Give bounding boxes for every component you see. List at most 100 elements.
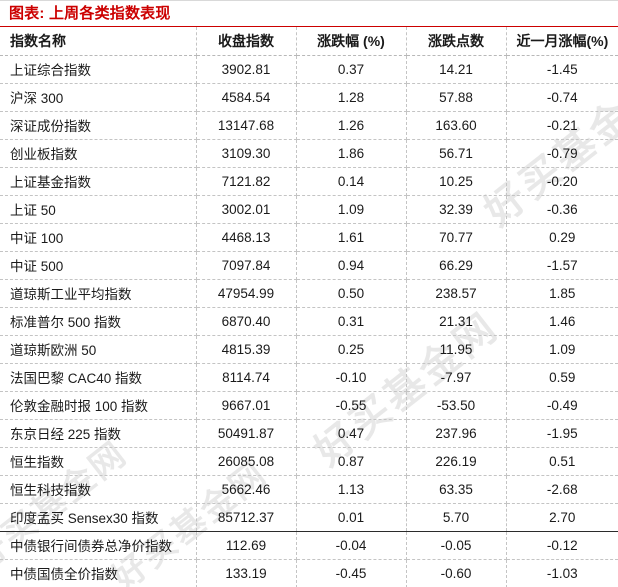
cell-close: 4815.39 [196, 335, 297, 364]
cell-change-pct: 0.01 [296, 503, 407, 532]
cell-month-pct: 0.51 [506, 447, 618, 476]
table-row[interactable]: 中证 100 4468.13 1.61 70.77 0.29 [0, 223, 618, 252]
cell-close: 8114.74 [196, 363, 297, 392]
cell-change-pts: 56.71 [406, 139, 507, 168]
table-row[interactable]: 沪深 300 4584.54 1.28 57.88 -0.74 [0, 83, 618, 112]
cell-index-name: 印度孟买 Sensex30 指数 [0, 503, 197, 532]
cell-index-name: 中债国债全价指数 [0, 559, 197, 587]
cell-index-name: 东京日经 225 指数 [0, 419, 197, 448]
cell-month-pct: -1.45 [506, 55, 618, 84]
table-row[interactable]: 中债银行间债券总净价指数 112.69 -0.04 -0.05 -0.12 [0, 530, 618, 560]
cell-change-pts: 237.96 [406, 419, 507, 448]
cell-change-pct: 0.47 [296, 419, 407, 448]
cell-month-pct: 2.70 [506, 503, 618, 532]
cell-change-pct: 0.14 [296, 167, 407, 196]
cell-change-pct: 0.37 [296, 55, 407, 84]
cell-change-pct: 0.31 [296, 307, 407, 336]
cell-change-pct: 0.94 [296, 251, 407, 280]
header-row: 指数名称 收盘指数 涨跌幅 (%) 涨跌点数 近一月涨幅(%) [0, 27, 618, 56]
cell-month-pct: 1.85 [506, 279, 618, 308]
cell-index-name: 恒生科技指数 [0, 475, 197, 504]
table-row[interactable]: 上证综合指数 3902.81 0.37 14.21 -1.45 [0, 55, 618, 84]
cell-change-pct: 1.26 [296, 111, 407, 140]
table-row[interactable]: 印度孟买 Sensex30 指数 85712.37 0.01 5.70 2.70 [0, 503, 618, 532]
table-header: 指数名称 收盘指数 涨跌幅 (%) 涨跌点数 近一月涨幅(%) [0, 27, 618, 56]
cell-close: 26085.08 [196, 447, 297, 476]
cell-month-pct: 1.09 [506, 335, 618, 364]
cell-month-pct: -1.57 [506, 251, 618, 280]
cell-month-pct: -0.79 [506, 139, 618, 168]
cell-month-pct: -0.20 [506, 167, 618, 196]
cell-index-name: 沪深 300 [0, 83, 197, 112]
table-row[interactable]: 上证基金指数 7121.82 0.14 10.25 -0.20 [0, 167, 618, 196]
cell-change-pts: 163.60 [406, 111, 507, 140]
table-row[interactable]: 伦敦金融时报 100 指数 9667.01 -0.55 -53.50 -0.49 [0, 391, 618, 420]
table-row[interactable]: 上证 50 3002.01 1.09 32.39 -0.36 [0, 195, 618, 224]
table-row[interactable]: 法国巴黎 CAC40 指数 8114.74 -0.10 -7.97 0.59 [0, 363, 618, 392]
cell-change-pts: 226.19 [406, 447, 507, 476]
chart-title: 图表: 上周各类指数表现 [0, 1, 618, 27]
cell-close: 47954.99 [196, 279, 297, 308]
cell-close: 50491.87 [196, 419, 297, 448]
cell-month-pct: -0.74 [506, 83, 618, 112]
cell-month-pct: 0.59 [506, 363, 618, 392]
cell-month-pct: -1.03 [506, 559, 618, 587]
cell-change-pct: -0.45 [296, 559, 407, 587]
cell-close: 6870.40 [196, 307, 297, 336]
cell-month-pct: 0.29 [506, 223, 618, 252]
cell-change-pct: 0.87 [296, 447, 407, 476]
column-header-change-pts: 涨跌点数 [406, 27, 507, 56]
cell-change-pts: -0.05 [406, 530, 507, 560]
cell-change-pts: 238.57 [406, 279, 507, 308]
table-row[interactable]: 恒生指数 26085.08 0.87 226.19 0.51 [0, 447, 618, 476]
cell-change-pts: -7.97 [406, 363, 507, 392]
table-row[interactable]: 道琼斯工业平均指数 47954.99 0.50 238.57 1.85 [0, 279, 618, 308]
cell-change-pct: 0.25 [296, 335, 407, 364]
column-header-index-name: 指数名称 [0, 27, 197, 56]
cell-index-name: 深证成份指数 [0, 111, 197, 140]
table-row[interactable]: 创业板指数 3109.30 1.86 56.71 -0.79 [0, 139, 618, 168]
cell-month-pct: -0.21 [506, 111, 618, 140]
cell-change-pts: 11.95 [406, 335, 507, 364]
cell-change-pct: -0.55 [296, 391, 407, 420]
cell-index-name: 伦敦金融时报 100 指数 [0, 391, 197, 420]
table-row[interactable]: 标准普尔 500 指数 6870.40 0.31 21.31 1.46 [0, 307, 618, 336]
cell-index-name: 上证 50 [0, 195, 197, 224]
table-row[interactable]: 东京日经 225 指数 50491.87 0.47 237.96 -1.95 [0, 419, 618, 448]
cell-index-name: 上证基金指数 [0, 167, 197, 196]
cell-close: 4584.54 [196, 83, 297, 112]
cell-index-name: 道琼斯欧洲 50 [0, 335, 197, 364]
cell-month-pct: -2.68 [506, 475, 618, 504]
cell-index-name: 道琼斯工业平均指数 [0, 279, 197, 308]
cell-index-name: 中债银行间债券总净价指数 [0, 530, 197, 560]
table-row[interactable]: 道琼斯欧洲 50 4815.39 0.25 11.95 1.09 [0, 335, 618, 364]
cell-change-pct: -0.10 [296, 363, 407, 392]
cell-close: 9667.01 [196, 391, 297, 420]
table-row[interactable]: 深证成份指数 13147.68 1.26 163.60 -0.21 [0, 111, 618, 140]
cell-month-pct: -0.49 [506, 391, 618, 420]
table-row[interactable]: 中证 500 7097.84 0.94 66.29 -1.57 [0, 251, 618, 280]
cell-change-pts: 21.31 [406, 307, 507, 336]
cell-close: 5662.46 [196, 475, 297, 504]
cell-index-name: 上证综合指数 [0, 55, 197, 84]
table-row[interactable]: 中债国债全价指数 133.19 -0.45 -0.60 -1.03 [0, 559, 618, 587]
cell-index-name: 恒生指数 [0, 447, 197, 476]
cell-index-name: 创业板指数 [0, 139, 197, 168]
cell-change-pts: 14.21 [406, 55, 507, 84]
cell-month-pct: 1.46 [506, 307, 618, 336]
cell-change-pct: 1.28 [296, 83, 407, 112]
cell-change-pts: 10.25 [406, 167, 507, 196]
cell-index-name: 法国巴黎 CAC40 指数 [0, 363, 197, 392]
cell-change-pct: 1.09 [296, 195, 407, 224]
cell-change-pct: 1.61 [296, 223, 407, 252]
cell-close: 133.19 [196, 559, 297, 587]
column-header-month-pct: 近一月涨幅(%) [506, 27, 618, 56]
cell-close: 112.69 [196, 530, 297, 560]
cell-close: 13147.68 [196, 111, 297, 140]
cell-change-pct: 0.50 [296, 279, 407, 308]
cell-close: 3109.30 [196, 139, 297, 168]
cell-change-pts: 66.29 [406, 251, 507, 280]
column-header-close: 收盘指数 [196, 27, 297, 56]
table-row[interactable]: 恒生科技指数 5662.46 1.13 63.35 -2.68 [0, 475, 618, 504]
